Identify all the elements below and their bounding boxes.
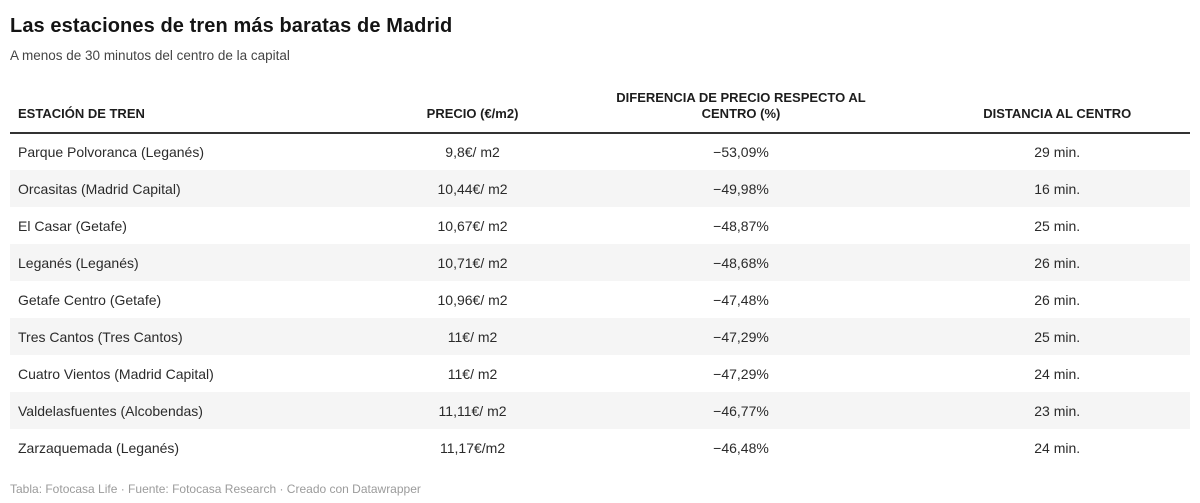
price-cell: 11,17€/m2 bbox=[439, 439, 506, 456]
diff-cell: −47,29% bbox=[713, 328, 769, 345]
price-cell: 9,8€/ m2 bbox=[445, 144, 500, 160]
station-cell: Getafe Centro (Getafe) bbox=[18, 291, 162, 308]
distance-cell: 16 min. bbox=[1034, 180, 1081, 197]
diff-cell: −46,48% bbox=[713, 439, 769, 456]
station-cell: Cuatro Vientos (Madrid Capital) bbox=[18, 365, 214, 382]
distance-cell: 23 min. bbox=[1034, 402, 1081, 419]
table-header: ESTACIÓN DE TREN PRECIO (€/m2) DIFERENCI… bbox=[10, 66, 1190, 134]
diff-cell: −49,98% bbox=[713, 180, 769, 197]
station-cell: Tres Cantos (Tres Cantos) bbox=[18, 328, 183, 345]
column-header-distance-label: DISTANCIA AL CENTRO bbox=[983, 105, 1132, 121]
distance-cell: 25 min. bbox=[1034, 217, 1081, 234]
table-row: Zarzaquemada (Leganés) 11,17€/m2 −46,48%… bbox=[10, 429, 1190, 466]
price-cell: 10,67€/ m2 bbox=[437, 217, 508, 234]
distance-cell: 29 min. bbox=[1034, 144, 1081, 160]
table-row: Getafe Centro (Getafe) 10,96€/ m2 −47,48… bbox=[10, 281, 1190, 318]
table-row: El Casar (Getafe) 10,67€/ m2 −48,87% 25 … bbox=[10, 207, 1190, 244]
page-title: Las estaciones de tren más baratas de Ma… bbox=[10, 15, 453, 37]
price-cell: 11€/ m2 bbox=[447, 365, 498, 382]
table-header-row: ESTACIÓN DE TREN PRECIO (€/m2) DIFERENCI… bbox=[10, 66, 1190, 134]
station-cell: Orcasitas (Madrid Capital) bbox=[18, 180, 181, 197]
diff-cell: −53,09% bbox=[713, 144, 769, 160]
table-row: Tres Cantos (Tres Cantos) 11€/ m2 −47,29… bbox=[10, 318, 1190, 355]
price-cell: 10,44€/ m2 bbox=[437, 180, 508, 197]
table-row: Orcasitas (Madrid Capital) 10,44€/ m2 −4… bbox=[10, 170, 1190, 207]
column-header-station-label: ESTACIÓN DE TREN bbox=[18, 105, 145, 121]
station-cell: Leganés (Leganés) bbox=[18, 254, 139, 271]
distance-cell: 26 min. bbox=[1034, 254, 1081, 271]
table-row: Parque Polvoranca (Leganés) 9,8€/ m2 −53… bbox=[10, 133, 1190, 170]
distance-cell: 25 min. bbox=[1034, 328, 1081, 345]
station-cell: Zarzaquemada (Leganés) bbox=[18, 439, 180, 456]
station-cell: Parque Polvoranca (Leganés) bbox=[18, 144, 205, 160]
diff-cell: −47,29% bbox=[713, 365, 769, 382]
table-row: Valdelasfuentes (Alcobendas) 11,11€/ m2 … bbox=[10, 392, 1190, 429]
distance-cell: 24 min. bbox=[1034, 365, 1081, 382]
diff-cell: −48,68% bbox=[713, 254, 769, 271]
column-header-price-label: PRECIO (€/m2) bbox=[426, 105, 519, 121]
station-cell: El Casar (Getafe) bbox=[18, 217, 127, 234]
column-header-distance: DISTANCIA AL CENTRO bbox=[924, 66, 1190, 134]
diff-cell: −46,77% bbox=[713, 402, 769, 419]
attribution-footer: Tabla: Fotocasa Life · Fuente: Fotocasa … bbox=[10, 482, 421, 496]
table-body: Parque Polvoranca (Leganés) 9,8€/ m2 −53… bbox=[10, 133, 1190, 466]
diff-cell: −47,48% bbox=[713, 291, 769, 308]
page-subtitle: A menos de 30 minutos del centro de la c… bbox=[10, 48, 290, 63]
station-cell: Valdelasfuentes (Alcobendas) bbox=[18, 402, 203, 419]
price-cell: 11,11€/ m2 bbox=[438, 402, 507, 419]
table-row: Leganés (Leganés) 10,71€/ m2 −48,68% 26 … bbox=[10, 244, 1190, 281]
distance-cell: 24 min. bbox=[1034, 439, 1081, 456]
price-cell: 10,71€/ m2 bbox=[437, 254, 508, 271]
price-cell: 11€/ m2 bbox=[447, 328, 498, 345]
column-header-diff: DIFERENCIA DE PRECIO RESPECTO AL CENTRO … bbox=[557, 66, 925, 134]
table-row: Cuatro Vientos (Madrid Capital) 11€/ m2 … bbox=[10, 355, 1190, 392]
column-header-station: ESTACIÓN DE TREN bbox=[10, 66, 388, 134]
column-header-diff-label: DIFERENCIA DE PRECIO RESPECTO AL CENTRO … bbox=[616, 90, 866, 121]
distance-cell: 26 min. bbox=[1034, 291, 1081, 308]
price-cell: 10,96€/ m2 bbox=[437, 291, 508, 308]
diff-cell: −48,87% bbox=[713, 217, 769, 234]
column-header-price: PRECIO (€/m2) bbox=[387, 66, 558, 134]
data-table: ESTACIÓN DE TREN PRECIO (€/m2) DIFERENCI… bbox=[10, 66, 1190, 466]
